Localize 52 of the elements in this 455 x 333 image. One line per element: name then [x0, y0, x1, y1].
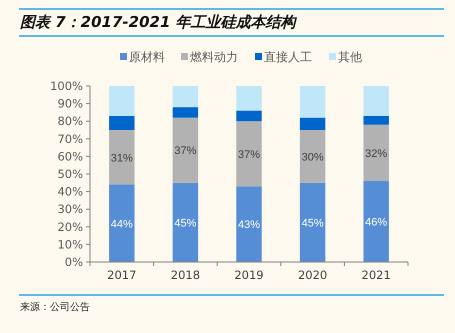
bar [363, 124, 389, 182]
bar [172, 118, 198, 183]
y-tick-label: 90% [57, 96, 84, 111]
bar [109, 86, 135, 116]
bar [363, 86, 389, 116]
y-tick-label: 20% [57, 220, 84, 234]
data-label: 46% [365, 216, 388, 229]
chart-title: 图表 7：2017-2021 年工业硅成本结构 [20, 13, 298, 31]
x-tick-label: 2018 [170, 268, 200, 282]
bar [109, 130, 135, 185]
y-tick-label: 80% [57, 114, 84, 128]
bar [300, 130, 326, 183]
data-label: 45% [302, 217, 324, 230]
bar [300, 86, 326, 118]
legend-label: 其他 [338, 50, 362, 64]
bar [236, 121, 262, 186]
data-label: 44% [110, 218, 134, 230]
bar [109, 184, 135, 262]
x-tick-label: 2019 [234, 268, 264, 282]
bar [300, 118, 326, 130]
data-label: 37% [174, 145, 197, 158]
y-tick-label: 40% [57, 184, 84, 199]
legend-label: 原材料 [129, 50, 165, 64]
y-tick-label: 100% [50, 79, 84, 93]
x-tick-label: 2017 [107, 268, 136, 282]
data-label: 32% [365, 148, 388, 160]
data-label: 45% [174, 217, 197, 230]
y-tick-label: 70% [57, 132, 84, 146]
source-note: 来源：公司公告 [20, 301, 90, 313]
bar [109, 116, 135, 130]
x-tick-label: 2020 [298, 268, 328, 282]
bar [300, 182, 326, 262]
bar [172, 107, 198, 118]
data-label: 43% [238, 219, 260, 232]
bar [363, 116, 389, 125]
x-tick-label: 2021 [362, 268, 391, 282]
y-tick-label: 60% [57, 149, 84, 164]
y-tick-label: 0% [64, 255, 84, 269]
data-label: 30% [302, 151, 324, 164]
legend-label: 直接人工 [264, 50, 312, 64]
y-tick-label: 50% [57, 167, 84, 181]
y-tick-label: 10% [57, 237, 84, 252]
y-tick-label: 30% [57, 202, 84, 216]
data-label: 37% [238, 148, 260, 161]
bar [172, 182, 198, 262]
bar [236, 110, 262, 122]
legend-label: 燃料动力 [190, 50, 238, 64]
bar [363, 181, 389, 262]
bar [236, 186, 262, 262]
bar [172, 86, 198, 108]
data-label: 31% [110, 152, 134, 164]
bar [236, 86, 262, 111]
